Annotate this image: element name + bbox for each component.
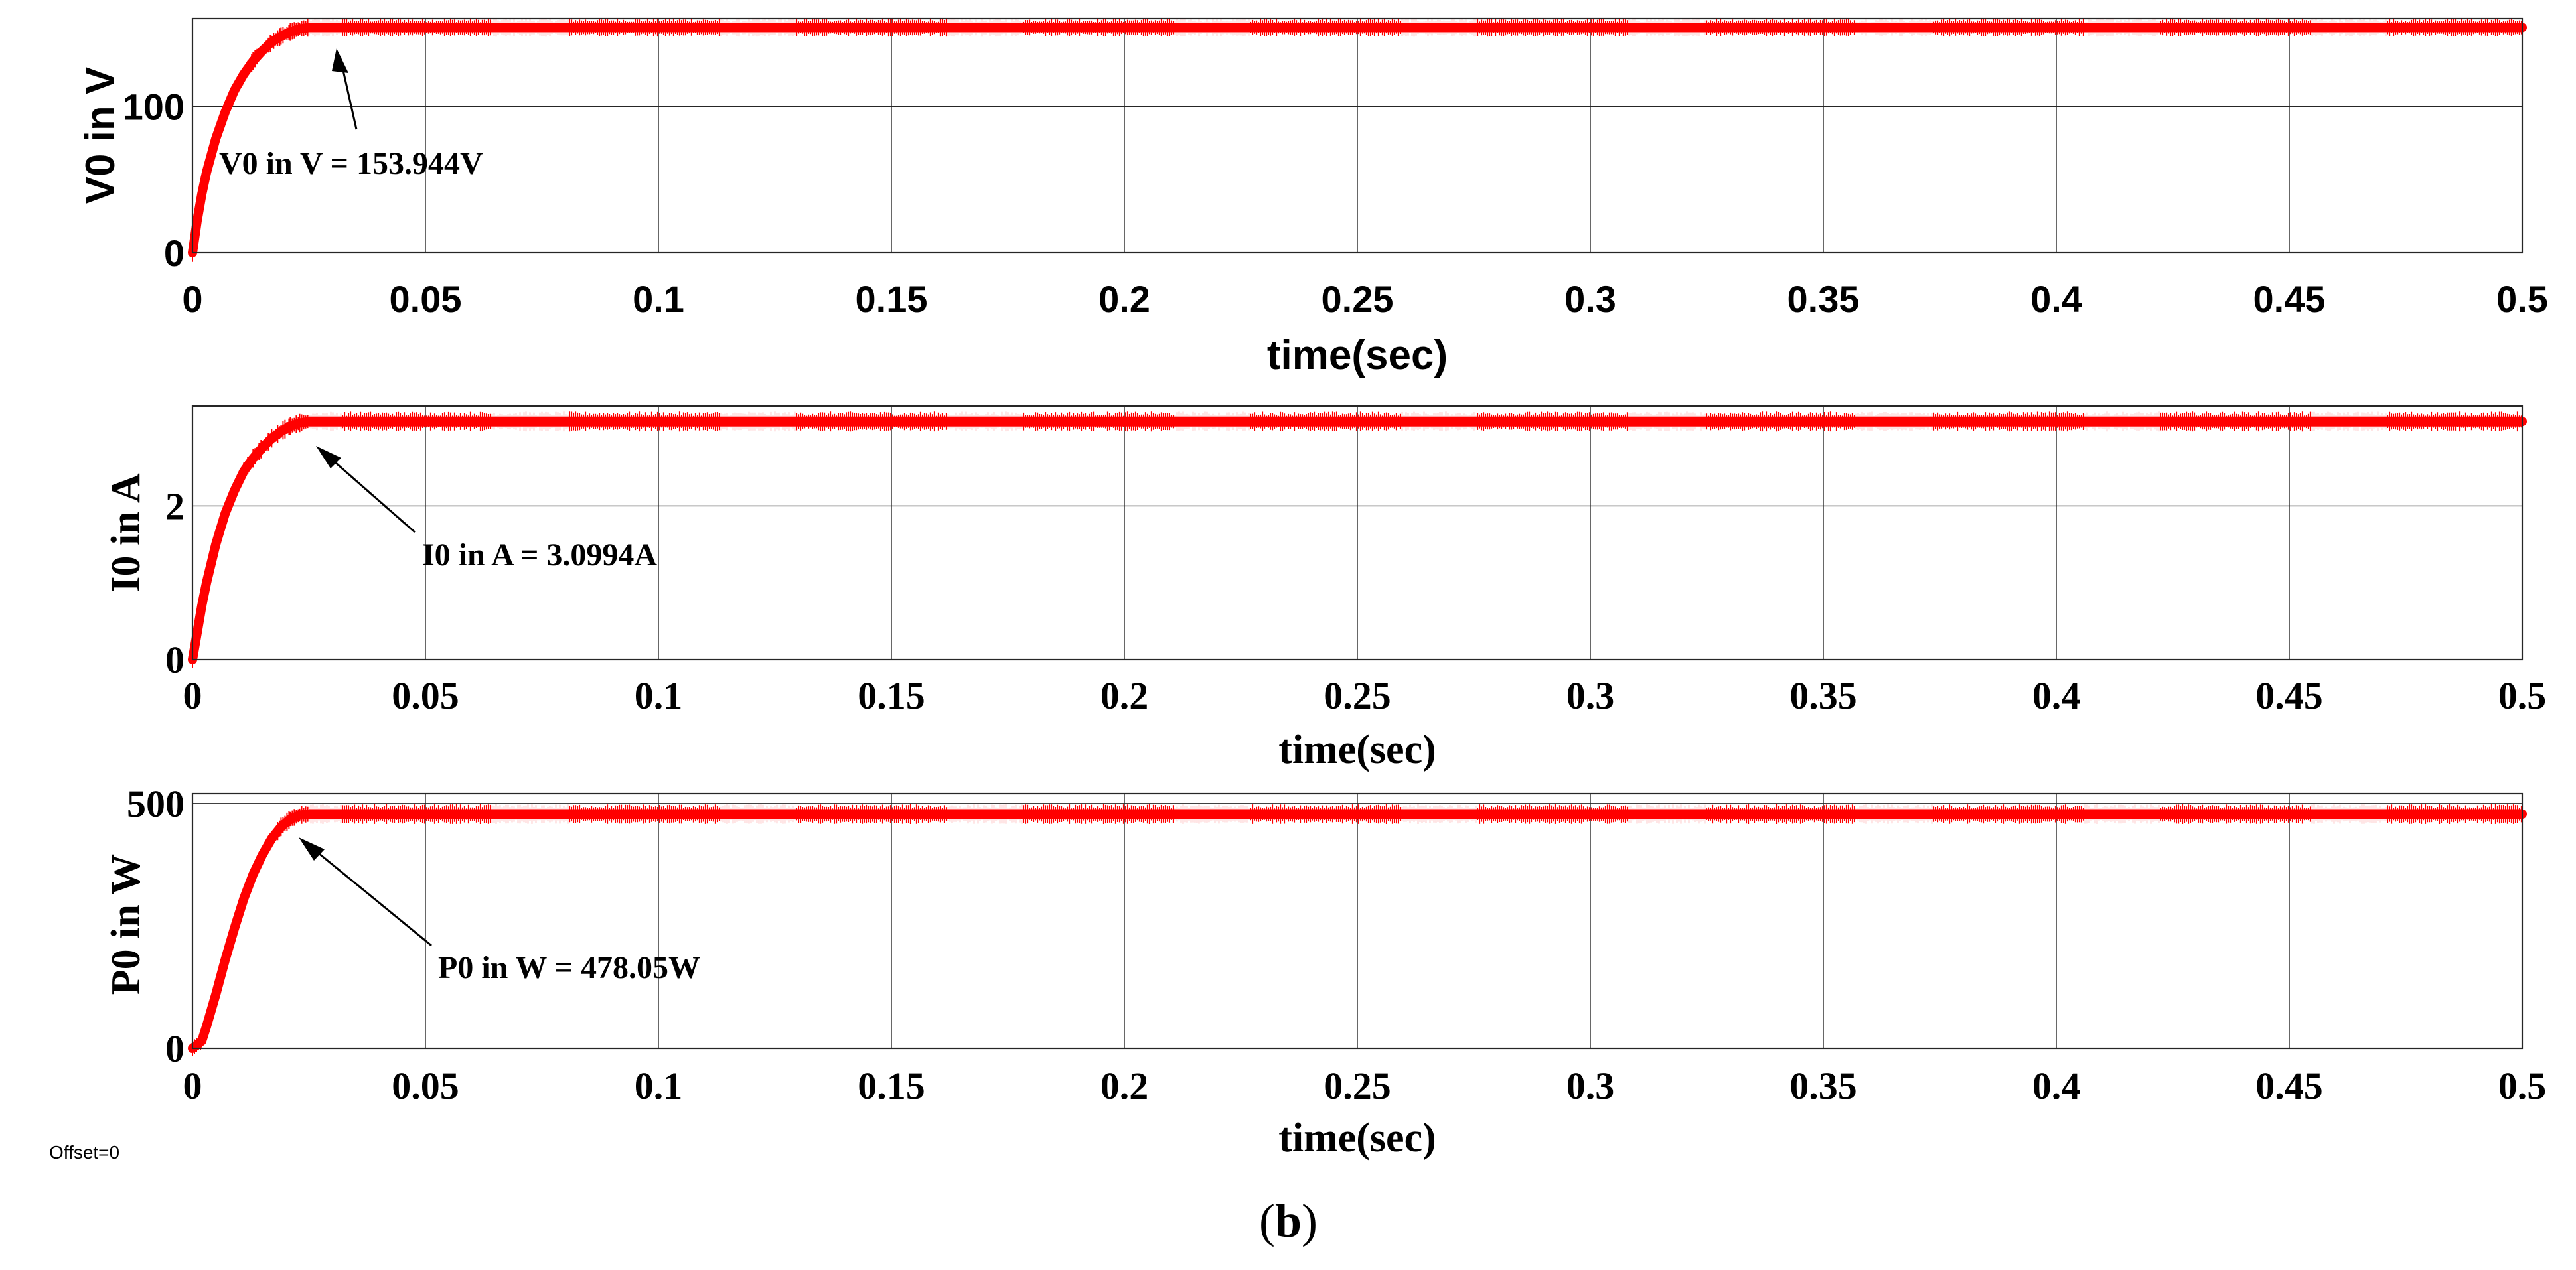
annotation-arrowhead: [299, 837, 325, 861]
x-tick-label: 0.2: [1099, 278, 1150, 320]
x-tick-label: 0.15: [856, 278, 928, 320]
x-tick-label: 0.5: [2496, 278, 2548, 320]
axes-frame: [191, 405, 2524, 661]
x-tick-label: 0.5: [2498, 1064, 2547, 1107]
x-tick-label: 0.3: [1564, 278, 1616, 320]
figure-caption: (b): [1259, 1194, 1318, 1247]
y-tick-label: 0: [164, 232, 185, 274]
axes-frame: [191, 792, 2524, 1050]
y-tick-label: 0: [165, 1027, 185, 1070]
x-tick-label: 0.4: [2032, 1064, 2081, 1107]
x-tick-labels: 0 0.05 0.1 0.15 0.2 0.25 0.3 0.35 0.4 0.45 0.5: [183, 674, 2547, 717]
x-tick-label: 0.1: [635, 1064, 683, 1107]
x-tick-labels: 0 0.05 0.1 0.15 0.2 0.25 0.3 0.35 0.4 0.45 0.5: [183, 1064, 2547, 1107]
axes-frame: [191, 17, 2524, 254]
offset-label: Offset=0: [49, 1142, 119, 1163]
ripple-band: [309, 809, 2522, 819]
ripple-noise: [308, 804, 2522, 824]
x-axis-label: time(sec): [1278, 1115, 1436, 1161]
y-axis-label: P0 in W: [104, 854, 149, 995]
annotation-label: I0 in A = 3.0994A: [422, 537, 657, 573]
x-tick-label: 0.2: [1100, 674, 1149, 717]
x-tick-label: 0.45: [2255, 1064, 2323, 1107]
y-tick-label: 100: [123, 86, 185, 127]
ripple-noise: [308, 411, 2522, 432]
y-axis-label: V0 in V: [78, 67, 123, 204]
y-tick-label: 0: [165, 638, 185, 681]
y-tick-labels: 0 500: [127, 782, 185, 1070]
signal-trace: [188, 804, 2527, 1056]
x-tick-label: 0.45: [2255, 674, 2323, 717]
signal-trace: [188, 411, 2527, 668]
ripple-band: [309, 416, 2522, 427]
caption-open-paren: (: [1259, 1194, 1275, 1247]
annotation-label: V0 in V = 153.944V: [219, 146, 483, 181]
x-axis-label: time(sec): [1267, 332, 1448, 378]
x-tick-label: 0.05: [390, 278, 462, 320]
x-tick-label: 0.25: [1324, 674, 1391, 717]
x-tick-label: 0.4: [2032, 674, 2081, 717]
x-tick-label: 0.05: [392, 674, 459, 717]
ripple-band: [309, 23, 2522, 33]
y-tick-label: 2: [165, 484, 185, 528]
ripple-noise: [308, 18, 2522, 37]
x-tick-label: 0.25: [1324, 1064, 1391, 1107]
x-tick-label: 0.3: [1566, 1064, 1615, 1107]
x-tick-label: 0.1: [635, 674, 683, 717]
y-axis-label: I0 in A: [104, 473, 149, 592]
x-tick-label: 0.4: [2030, 278, 2082, 320]
x-tick-label: 0.25: [1322, 278, 1394, 320]
x-tick-label: 0.05: [392, 1064, 459, 1107]
x-tick-label: 0.15: [858, 1064, 925, 1107]
x-tick-label: 0.35: [1787, 278, 1860, 320]
x-tick-label: 0.1: [633, 278, 684, 320]
annotation-arrow: [323, 451, 416, 533]
panel-p0: 0 0.05 0.1 0.15 0.2 0.25 0.3 0.35 0.4 0.45 0.5 0 50…: [104, 782, 2546, 1161]
y-tick-label: 500: [127, 782, 185, 825]
y-tick-labels: 0 100: [123, 86, 185, 274]
x-tick-label: 0.15: [858, 674, 925, 717]
x-tick-label: 0: [183, 674, 202, 717]
x-tick-label: 0.35: [1789, 1064, 1857, 1107]
x-axis-label: time(sec): [1278, 727, 1436, 772]
y-tick-labels: 02: [165, 484, 185, 681]
annotation-arrowhead: [316, 446, 341, 468]
x-tick-label: 0.3: [1566, 674, 1615, 717]
x-tick-labels: 0 0.05 0.1 0.15 0.2 0.25 0.3 0.35 0.4 0.45 0.5: [182, 278, 2548, 320]
x-tick-label: 0: [183, 1064, 202, 1107]
x-tick-label: 0.45: [2253, 278, 2326, 320]
annotation-arrowhead: [332, 48, 348, 73]
x-tick-label: 0: [182, 278, 202, 320]
annotation-label: P0 in W = 478.05W: [438, 950, 700, 985]
x-tick-label: 0.35: [1789, 674, 1857, 717]
caption-close-paren: ): [1302, 1194, 1318, 1247]
x-tick-label: 0.2: [1100, 1064, 1149, 1107]
panel-i0: 0 0.05 0.1 0.15 0.2 0.25 0.3 0.35 0.4 0.45 0.5 02 …: [104, 405, 2547, 772]
panel-v0: 0 0.05 0.1 0.15 0.2 0.25 0.3 0.35 0.4 0.45 0.5 0 10…: [78, 17, 2548, 378]
annotation-arrow: [307, 843, 432, 947]
caption-letter: b: [1275, 1194, 1302, 1247]
signal-trace: [188, 18, 2527, 262]
x-tick-label: 0.5: [2498, 674, 2547, 717]
